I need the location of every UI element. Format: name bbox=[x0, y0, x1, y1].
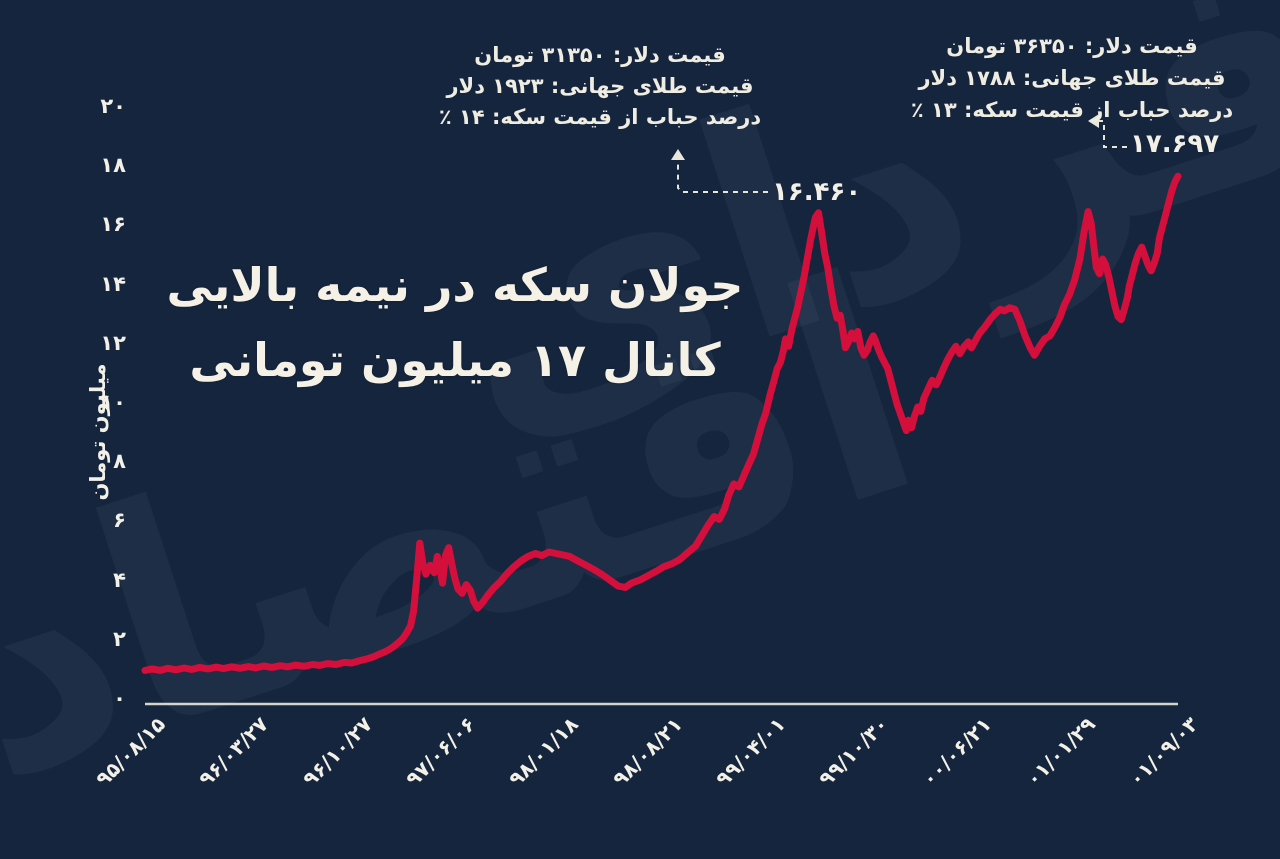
y-tick-label: ۱۲ bbox=[100, 330, 126, 355]
annotation-2020-peak: قیمت دلار: ۳۱۳۵۰ تومان قیمت طلای جهانی: … bbox=[400, 40, 800, 133]
annotation-bubble-percent: درصد حباب از قیمت سکه: ۱۳ ٪ bbox=[910, 98, 1234, 122]
annotation-bubble-percent: درصد حباب از قیمت سکه: ۱۴ ٪ bbox=[438, 105, 762, 129]
y-tick-label: ۸ bbox=[113, 449, 126, 474]
peak-value-label-17697: ۱۷.۶۹۷ bbox=[1130, 129, 1220, 159]
y-tick-label: ۶ bbox=[113, 508, 126, 533]
annotation-gold-price: قیمت طلای جهانی: ۱۷۸۸ دلار bbox=[918, 66, 1226, 90]
connector-2020-peak-dashes bbox=[677, 158, 768, 193]
chart-title-line-2: کانال ۱۷ میلیون تومانی bbox=[189, 333, 721, 387]
y-axis-title: میلیون تومان bbox=[86, 363, 110, 501]
chart-title-line-1: جولان سکه در نیمه بالایی bbox=[166, 258, 744, 312]
y-tick-label: ۱۸ bbox=[100, 153, 126, 178]
connector-2020-peak-arrowhead bbox=[671, 149, 685, 160]
y-tick-label: ۰ bbox=[113, 686, 126, 710]
price-line-series bbox=[141, 172, 1182, 674]
y-tick-label: ۱۰ bbox=[100, 390, 126, 414]
y-tick-label: ۱۴ bbox=[100, 271, 126, 296]
annotation-latest-peak: قیمت دلار: ۳۶۳۵۰ تومان قیمت طلای جهانی: … bbox=[872, 30, 1272, 126]
annotation-dollar-price: قیمت دلار: ۳۱۳۵۰ تومان bbox=[474, 43, 726, 67]
y-tick-label: ۲ bbox=[113, 626, 126, 651]
peak-value-label-16460: ۱۶.۴۶۰ bbox=[772, 177, 862, 207]
annotation-gold-price: قیمت طلای جهانی: ۱۹۲۳ دلار bbox=[446, 74, 754, 98]
y-tick-label: ۱۶ bbox=[100, 212, 126, 237]
annotation-dollar-price: قیمت دلار: ۳۶۳۵۰ تومان bbox=[946, 34, 1198, 58]
y-tick-label: ۲۰ bbox=[100, 94, 126, 118]
y-tick-label: ۴ bbox=[113, 567, 126, 592]
chart-title: جولان سکه در نیمه بالایی کانال ۱۷ میلیون… bbox=[150, 248, 760, 398]
connector-latest-peak-dashes bbox=[1097, 120, 1127, 148]
connector-latest-peak-arrowhead bbox=[1088, 114, 1099, 128]
